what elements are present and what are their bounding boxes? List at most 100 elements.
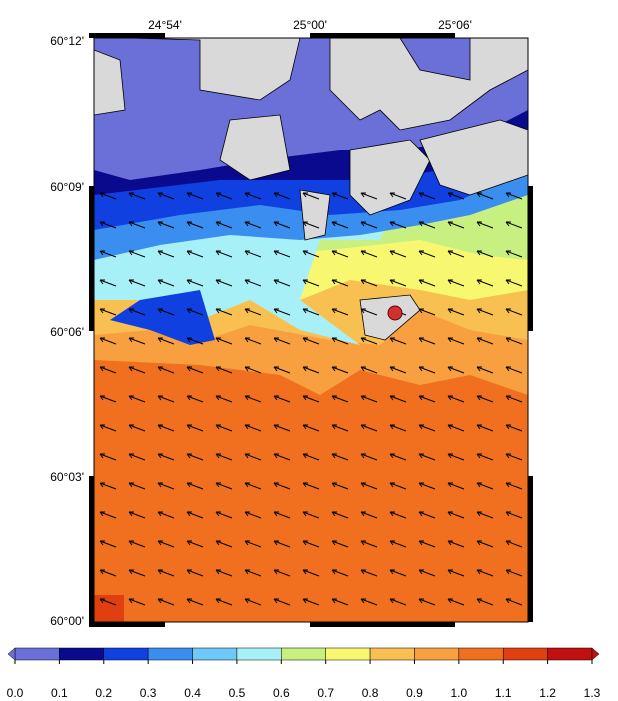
arrow [418, 366, 436, 374]
lat-label: 60°00' [50, 614, 84, 628]
arrow [186, 482, 204, 490]
arrow [186, 511, 204, 519]
arrow [273, 511, 291, 519]
arrow [418, 424, 436, 432]
arrow [157, 511, 175, 519]
arrow [505, 482, 523, 490]
colorbar-label: 0.7 [317, 686, 334, 700]
arrow [99, 540, 117, 548]
arrow [157, 598, 175, 606]
arrow [244, 482, 262, 490]
colorbar-segment [369, 647, 415, 661]
arrow [273, 366, 291, 374]
arrow [447, 540, 465, 548]
arrow [99, 424, 117, 432]
arrow [476, 569, 494, 577]
arrow [331, 395, 349, 403]
arrow [273, 540, 291, 548]
arrow [476, 598, 494, 606]
arrow [244, 540, 262, 548]
arrow [447, 308, 465, 316]
lat-label: 60°06' [50, 325, 84, 339]
arrow [186, 279, 204, 287]
colorbar-segment [502, 647, 548, 661]
arrow [157, 250, 175, 258]
arrow [157, 453, 175, 461]
arrow [418, 337, 436, 345]
arrow [128, 395, 146, 403]
arrow [505, 424, 523, 432]
map-frame [89, 33, 533, 627]
arrow [157, 308, 175, 316]
arrow [389, 424, 407, 432]
arrow [505, 395, 523, 403]
arrow [360, 395, 378, 403]
arrow [128, 453, 146, 461]
arrow [302, 250, 320, 258]
arrow [273, 598, 291, 606]
arrow [273, 424, 291, 432]
arrow [389, 395, 407, 403]
arrow [215, 221, 233, 229]
arrow [128, 308, 146, 316]
arrow [186, 598, 204, 606]
arrow [128, 569, 146, 577]
arrow [244, 221, 262, 229]
arrow [186, 395, 204, 403]
arrow [476, 221, 494, 229]
colorbar-segment [147, 647, 193, 661]
colorbar-arrow [591, 647, 600, 661]
arrow [273, 395, 291, 403]
arrow [505, 308, 523, 316]
arrow [157, 221, 175, 229]
colorbar-segment [59, 647, 105, 661]
arrow [447, 569, 465, 577]
arrow [418, 250, 436, 258]
arrow [215, 453, 233, 461]
lon-label: 25°00' [293, 18, 327, 32]
arrow [186, 337, 204, 345]
arrow [476, 540, 494, 548]
arrow [389, 540, 407, 548]
colorbar-label: 0.8 [362, 686, 379, 700]
colorbar-segment [281, 647, 326, 661]
arrow [215, 337, 233, 345]
arrow [389, 569, 407, 577]
arrow [244, 453, 262, 461]
arrow [302, 424, 320, 432]
arrow [505, 279, 523, 287]
arrow [302, 482, 320, 490]
colorbar-segment [236, 647, 282, 661]
arrow [99, 308, 117, 316]
arrow [389, 337, 407, 345]
arrow [128, 279, 146, 287]
arrow [273, 453, 291, 461]
arrow [476, 424, 494, 432]
arrow [273, 308, 291, 316]
arrow [447, 511, 465, 519]
colorbar-arrow [7, 647, 16, 661]
arrow [273, 279, 291, 287]
arrow [157, 569, 175, 577]
arrow [331, 308, 349, 316]
arrow [418, 308, 436, 316]
arrow [99, 279, 117, 287]
arrow [244, 192, 262, 200]
colorbar-label: 1.0 [451, 686, 468, 700]
arrow [476, 511, 494, 519]
arrow [186, 569, 204, 577]
colorbar-label: 1.3 [584, 686, 601, 700]
colorbar-label: 0.9 [406, 686, 423, 700]
arrow [186, 453, 204, 461]
arrow [360, 569, 378, 577]
map-field [94, 38, 528, 622]
arrow [331, 598, 349, 606]
arrow [302, 337, 320, 345]
arrow [244, 366, 262, 374]
arrow [186, 250, 204, 258]
arrow [389, 279, 407, 287]
arrow [215, 250, 233, 258]
lon-label: 24°54' [148, 18, 182, 32]
arrow [476, 308, 494, 316]
arrow [302, 308, 320, 316]
